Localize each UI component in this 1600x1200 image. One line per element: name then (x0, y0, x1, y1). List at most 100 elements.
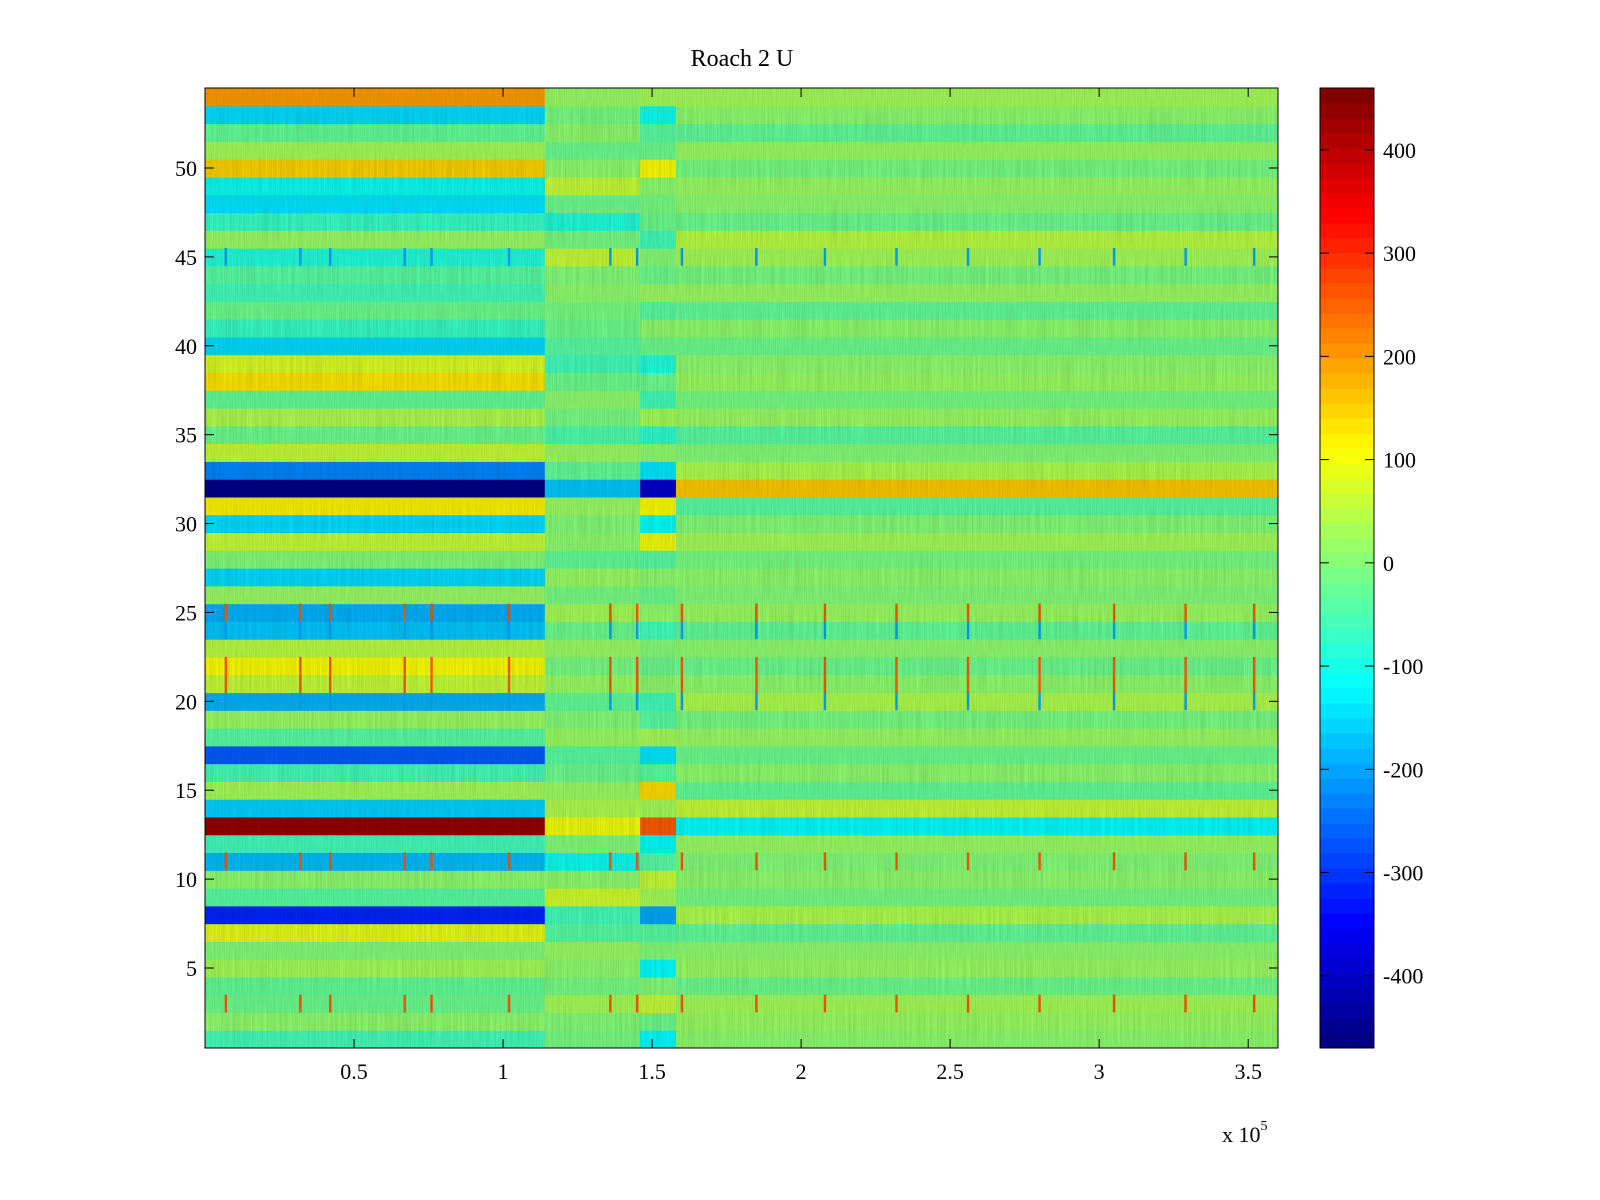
colorbar-swatch (1320, 913, 1374, 929)
colorbar-swatch (1320, 223, 1374, 239)
colorbar-swatch (1320, 283, 1374, 299)
colorbar-swatch (1320, 388, 1374, 404)
x-tick-label: 3.5 (1234, 1059, 1262, 1084)
colorbar-swatch (1320, 673, 1374, 689)
colorbar-swatch (1320, 163, 1374, 179)
colorbar-swatch (1320, 553, 1374, 569)
colorbar-swatch (1320, 418, 1374, 434)
colorbar-swatch (1320, 733, 1374, 749)
colorbar-swatch (1320, 943, 1374, 959)
colorbar-swatch (1320, 448, 1374, 464)
colorbar-swatch (1320, 268, 1374, 284)
y-tick-label: 40 (175, 334, 197, 359)
y-tick-label: 50 (175, 156, 197, 181)
colorbar-swatch (1320, 313, 1374, 329)
colorbar-swatch (1320, 403, 1374, 419)
colorbar-swatch (1320, 193, 1374, 209)
colorbar-swatch (1320, 763, 1374, 779)
colorbar-swatch (1320, 688, 1374, 704)
colorbar-swatch (1320, 958, 1374, 974)
x-tick-label: 2.5 (936, 1059, 964, 1084)
x-axis-multiplier-exponent: 5 (1261, 1119, 1268, 1134)
colorbar-swatch (1320, 103, 1374, 119)
colorbar-swatch (1320, 118, 1374, 134)
y-axis: 5 10 15 20 25 30 35 40 45 50 (175, 156, 1278, 981)
colorbar: 400 300 200 100 0 -100 -200 -300 -400 (1319, 87, 1423, 1049)
colorbar-swatch (1320, 793, 1374, 809)
colorbar-frame (1319, 87, 1375, 1049)
colorbar-swatch (1320, 868, 1374, 884)
colorbar-swatch (1320, 133, 1374, 149)
colorbar-swatch (1320, 1003, 1374, 1019)
colorbar-swatch (1320, 1018, 1374, 1034)
colorbar-swatch (1320, 508, 1374, 524)
colorbar-swatch (1320, 253, 1374, 269)
y-tick-label: 30 (175, 512, 197, 537)
colorbar-swatch (1320, 328, 1374, 344)
colorbar-swatch (1320, 343, 1374, 359)
colorbar-swatch (1320, 973, 1374, 989)
colorbar-swatch (1320, 523, 1374, 539)
colorbar-tick-label: 100 (1383, 448, 1416, 473)
heatmap-plot-area (204, 87, 1279, 1049)
x-tick-label: 0.5 (340, 1059, 368, 1084)
x-axis: 0.5 1 1.5 2 2.5 3 3.5 (340, 88, 1262, 1084)
y-tick-label: 25 (175, 600, 197, 625)
x-axis-multiplier-base: x 10 (1222, 1122, 1261, 1147)
colorbar-swatch (1320, 463, 1374, 479)
x-axis-multiplier: x 105 (1222, 1119, 1268, 1147)
colorbar-tick-label: 0 (1383, 551, 1394, 576)
colorbar-swatch (1320, 628, 1374, 644)
colorbar-swatch (1320, 298, 1374, 314)
colorbar-swatch (1320, 1033, 1374, 1049)
colorbar-swatch (1320, 883, 1374, 899)
y-tick-label: 10 (175, 867, 197, 892)
y-tick-label: 45 (175, 245, 197, 270)
colorbar-swatch (1320, 643, 1374, 659)
y-tick-label: 20 (175, 689, 197, 714)
colorbar-swatch (1320, 568, 1374, 584)
x-tick-label: 1.5 (638, 1059, 666, 1084)
colorbar-swatch (1320, 838, 1374, 854)
y-tick-label: 35 (175, 423, 197, 448)
colorbar-swatch (1320, 88, 1374, 104)
x-tick-label: 1 (498, 1059, 509, 1084)
colorbar-swatch (1320, 208, 1374, 224)
colorbar-tick-label: 400 (1383, 138, 1416, 163)
colorbar-swatch (1320, 703, 1374, 719)
colorbar-swatch (1320, 178, 1374, 194)
colorbar-tick-label: 300 (1383, 241, 1416, 266)
colorbar-swatch (1320, 148, 1374, 164)
plot-frame (204, 87, 1279, 1049)
colorbar-swatch (1320, 658, 1374, 674)
colorbar-tick-label: -300 (1383, 861, 1423, 886)
colorbar-swatch (1320, 898, 1374, 914)
colorbar-tick-label: -100 (1383, 654, 1423, 679)
colorbar-swatch (1320, 238, 1374, 254)
colorbar-tick-label: 200 (1383, 344, 1416, 369)
colorbar-swatch (1320, 478, 1374, 494)
x-tick-label: 3 (1094, 1059, 1105, 1084)
colorbar-swatch (1320, 583, 1374, 599)
colorbar-swatch (1320, 373, 1374, 389)
heatmap-texture (205, 88, 1278, 1048)
colorbar-swatch (1320, 358, 1374, 374)
colorbar-swatch (1320, 538, 1374, 554)
y-tick-label: 15 (175, 778, 197, 803)
colorbar-swatch (1320, 778, 1374, 794)
colorbar-swatch (1320, 598, 1374, 614)
colorbar-swatch (1320, 493, 1374, 509)
colorbar-swatch (1320, 613, 1374, 629)
chart-title: Roach 2 U (691, 46, 794, 72)
colorbar-swatch (1320, 433, 1374, 449)
colorbar-swatch (1320, 748, 1374, 764)
x-tick-label: 2 (796, 1059, 807, 1084)
colorbar-tick-label: -200 (1383, 757, 1423, 782)
y-tick-label: 5 (186, 956, 197, 981)
colorbar-swatch (1320, 928, 1374, 944)
colorbar-tick-label: -400 (1383, 964, 1423, 989)
colorbar-swatch (1320, 718, 1374, 734)
colorbar-swatch (1320, 823, 1374, 839)
colorbar-swatch (1320, 853, 1374, 869)
